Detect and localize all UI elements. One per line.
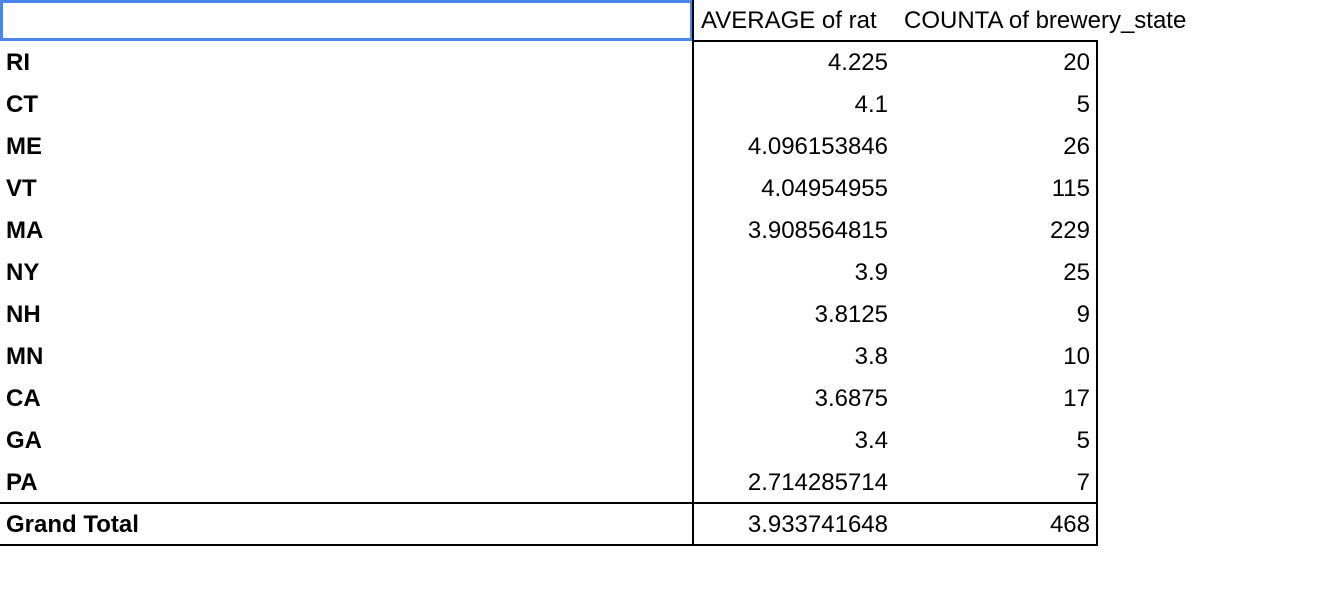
row-label-state[interactable]: CT — [6, 91, 38, 118]
cell-average[interactable]: 4.04954955 — [761, 175, 888, 202]
cell-count[interactable]: 17 — [1063, 385, 1090, 412]
row-label-state[interactable]: CA — [6, 385, 41, 412]
table-right-border — [1096, 40, 1098, 546]
row-label-right-border — [692, 0, 694, 546]
cell-count[interactable]: 5 — [1076, 427, 1090, 454]
cell-count[interactable]: 7 — [1076, 469, 1090, 496]
cell-count[interactable]: 115 — [1051, 175, 1090, 202]
cell-count[interactable]: 10 — [1063, 343, 1090, 370]
header-counta-brewery-state[interactable]: COUNTA of brewery_state — [904, 7, 1187, 34]
row-label-state[interactable]: NH — [6, 301, 41, 328]
row-label-state[interactable]: MA — [6, 217, 44, 244]
row-label-state[interactable]: PA — [6, 469, 38, 496]
cell-average[interactable]: 2.714285714 — [747, 469, 888, 496]
cell-average[interactable]: 4.096153846 — [747, 133, 888, 160]
cell-count[interactable]: 20 — [1063, 49, 1090, 76]
cell-average[interactable]: 3.8 — [854, 343, 888, 370]
header-bottom-border — [692, 40, 1098, 42]
row-label-state[interactable]: GA — [6, 427, 42, 454]
cell-count[interactable]: 25 — [1063, 259, 1090, 286]
cell-count[interactable]: 9 — [1076, 301, 1090, 328]
grand-total-count[interactable]: 468 — [1049, 511, 1090, 538]
header-average-rating[interactable]: AVERAGE of rat — [701, 7, 877, 34]
row-label-state[interactable]: MN — [6, 343, 44, 370]
row-label-state[interactable]: VT — [6, 175, 37, 202]
selected-cell-a1[interactable] — [0, 0, 693, 41]
grand-total-bottom-border — [0, 544, 1098, 546]
cell-average[interactable]: 3.8125 — [814, 301, 888, 328]
cell-average[interactable]: 3.908564815 — [747, 217, 888, 244]
cell-average[interactable]: 4.225 — [827, 49, 888, 76]
grand-total-label[interactable]: Grand Total — [6, 511, 139, 538]
grand-total-average[interactable]: 3.933741648 — [747, 511, 888, 538]
cell-count[interactable]: 5 — [1076, 91, 1090, 118]
cell-count[interactable]: 229 — [1049, 217, 1090, 244]
row-label-state[interactable]: NY — [6, 259, 40, 286]
cell-average[interactable]: 3.9 — [854, 259, 888, 286]
corner-cell[interactable] — [0, 0, 693, 42]
cell-average[interactable]: 3.6875 — [814, 385, 888, 412]
grand-total-top-border — [0, 502, 1098, 504]
cell-count[interactable]: 26 — [1063, 133, 1090, 160]
cell-average[interactable]: 3.4 — [854, 427, 888, 454]
cell-average[interactable]: 4.1 — [854, 91, 888, 118]
row-label-state[interactable]: RI — [6, 49, 30, 76]
row-label-state[interactable]: ME — [6, 133, 42, 160]
